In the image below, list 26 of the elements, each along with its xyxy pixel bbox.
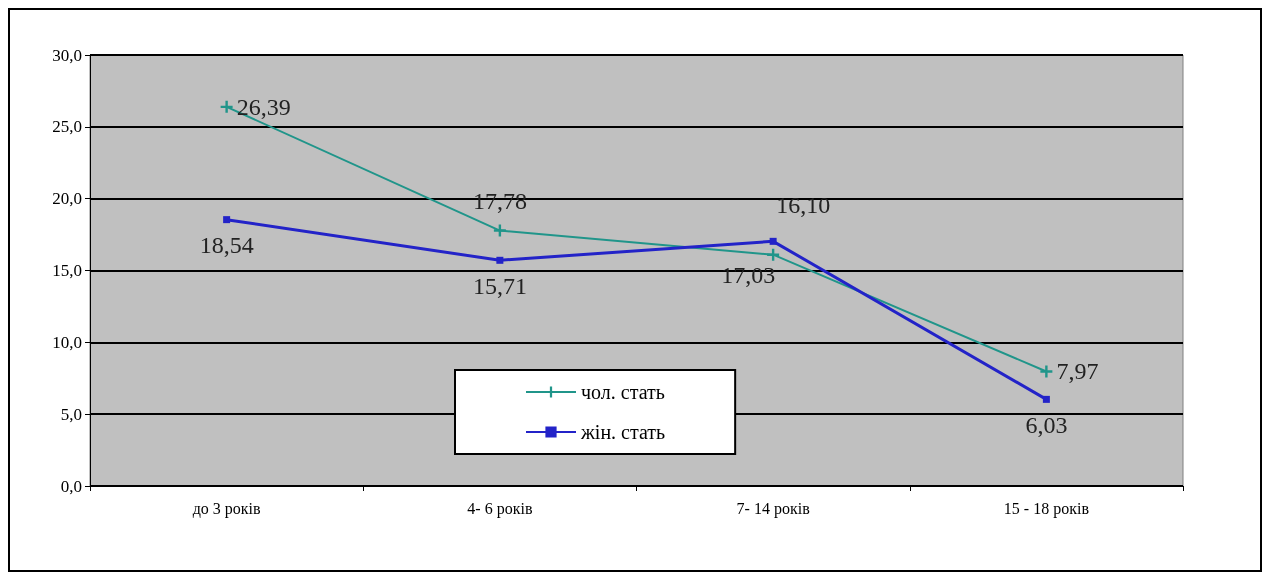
x-tick-label: 15 - 18 років [1003, 499, 1090, 518]
data-label: 15,71 [472, 272, 527, 299]
data-label: 7,97 [1056, 358, 1099, 385]
point [496, 256, 504, 264]
point [493, 224, 506, 237]
y-tick-label: 15,0 [52, 261, 82, 280]
x-tick-label: 7- 14 років [736, 499, 811, 518]
y-tick-label: 10,0 [52, 332, 82, 352]
x-tick-label: 4- 6 років [467, 499, 533, 518]
data-label: 6,03 [1025, 411, 1068, 438]
y-tick-label: 20,0 [52, 189, 82, 209]
point [767, 248, 780, 261]
y-tick-label: 0,0 [60, 476, 82, 496]
x-tick-label: до 3 років [192, 499, 262, 518]
y-tick-label: 5,0 [60, 404, 82, 424]
point [223, 216, 231, 224]
data-label: 26,39 [236, 93, 291, 120]
point [1042, 395, 1050, 403]
legend-label: чол. стать [581, 381, 665, 403]
legend-label: жін. стать [580, 421, 666, 443]
point [1040, 365, 1053, 378]
point [220, 100, 233, 113]
data-label: 18,54 [199, 232, 254, 259]
y-tick-label: 30,0 [52, 45, 82, 65]
point [769, 237, 777, 245]
y-tick-label: 25,0 [52, 117, 82, 137]
